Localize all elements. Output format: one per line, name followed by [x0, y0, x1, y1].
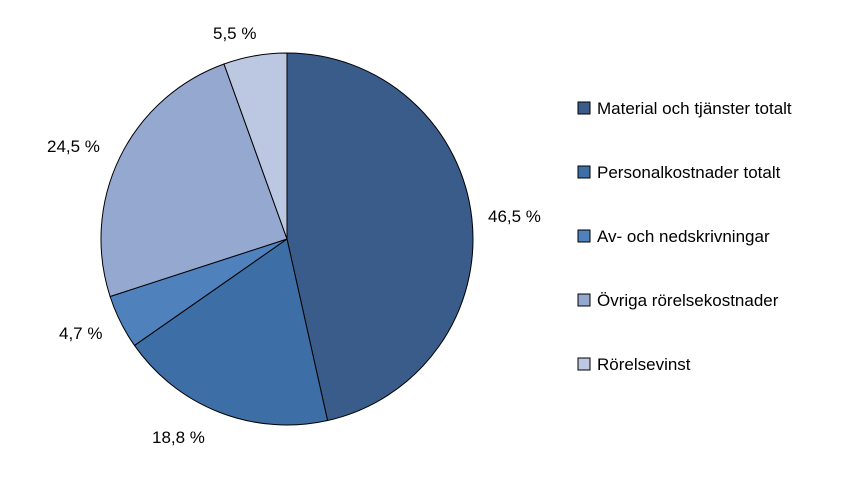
legend-label-2: Personalkostnader totalt — [597, 163, 781, 182]
legend-item-5: Rörelsevinst — [577, 355, 691, 374]
legend-item-2: Personalkostnader totalt — [577, 163, 781, 182]
pie-value-label-4: 24,5 % — [47, 137, 100, 156]
legend-item-3: Av- och nedskrivningar — [577, 227, 770, 246]
legend-swatch-3 — [577, 229, 591, 243]
legend-swatch-2 — [577, 165, 591, 179]
legend-item-1: Material och tjänster totalt — [577, 99, 792, 118]
pie-value-label-2: 18,8 % — [152, 428, 205, 447]
legend-item-4: Övriga rörelsekostnader — [577, 291, 779, 310]
legend-label-3: Av- och nedskrivningar — [597, 227, 770, 246]
pie-slice-5 — [223, 52, 288, 240]
legend-swatch-4 — [577, 293, 591, 307]
legend-label-4: Övriga rörelsekostnader — [597, 291, 779, 310]
legend: Material och tjänster totalt Personalkost… — [577, 99, 792, 374]
pie-value-label-3: 4,7 % — [59, 324, 102, 343]
pie-slices — [100, 52, 474, 426]
legend-swatch-5 — [577, 357, 591, 371]
pie-slice-4 — [100, 63, 288, 298]
pie-value-labels: 46,5 % 18,8 % 4,7 % 24,5 % 5,5 % — [47, 24, 541, 447]
legend-label-5: Rörelsevinst — [597, 355, 691, 374]
pie-slice-2 — [133, 238, 329, 426]
legend-label-1: Material och tjänster totalt — [597, 99, 792, 118]
legend-swatch-1 — [577, 101, 591, 115]
pie-value-label-1: 46,5 % — [488, 207, 541, 226]
pie-slice-1 — [286, 52, 474, 422]
pie-value-label-5: 5,5 % — [213, 24, 256, 43]
